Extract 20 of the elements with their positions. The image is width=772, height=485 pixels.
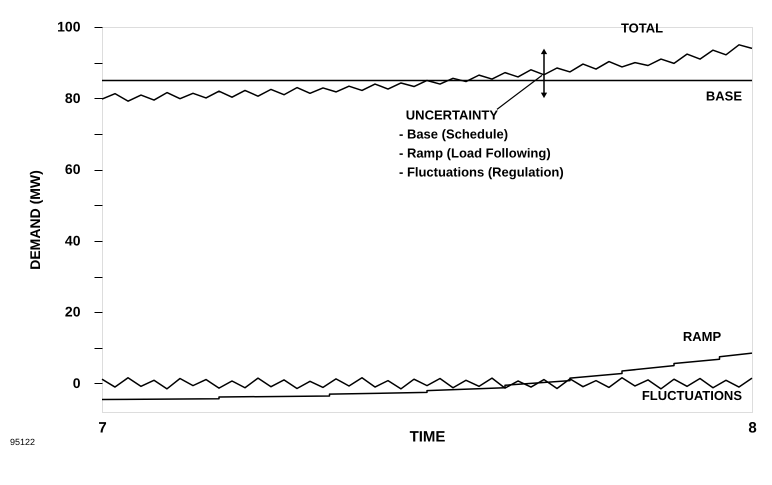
line-series (101, 352, 753, 400)
y-tick-label: 100 (57, 18, 81, 34)
annotation: - Fluctuations (Regulation) (399, 164, 564, 180)
y-tick-label: 80 (64, 90, 81, 106)
x-tick-label: 8 (748, 420, 757, 436)
x-tick-label: 7 (98, 420, 107, 436)
annotation: UNCERTAINTY (406, 107, 498, 122)
y-tick-label: 0 (72, 374, 81, 391)
x-axis-title: TIME (410, 428, 446, 446)
series-label: FLUCTUATIONS (642, 388, 742, 404)
series-label: TOTAL (620, 20, 664, 36)
series-label: RAMP (682, 329, 722, 344)
y-tick-label: 40 (64, 232, 81, 248)
annotation: - Ramp (Load Following) (399, 145, 551, 160)
annotation: - Base (Schedule) (399, 126, 508, 142)
y-tick-label: 20 (64, 304, 81, 320)
series-label: BASE (706, 88, 742, 104)
y-tick-label: 60 (64, 161, 81, 178)
text: 95122 (10, 437, 36, 447)
y-axis-title: DEMAND (MW) (27, 170, 44, 270)
